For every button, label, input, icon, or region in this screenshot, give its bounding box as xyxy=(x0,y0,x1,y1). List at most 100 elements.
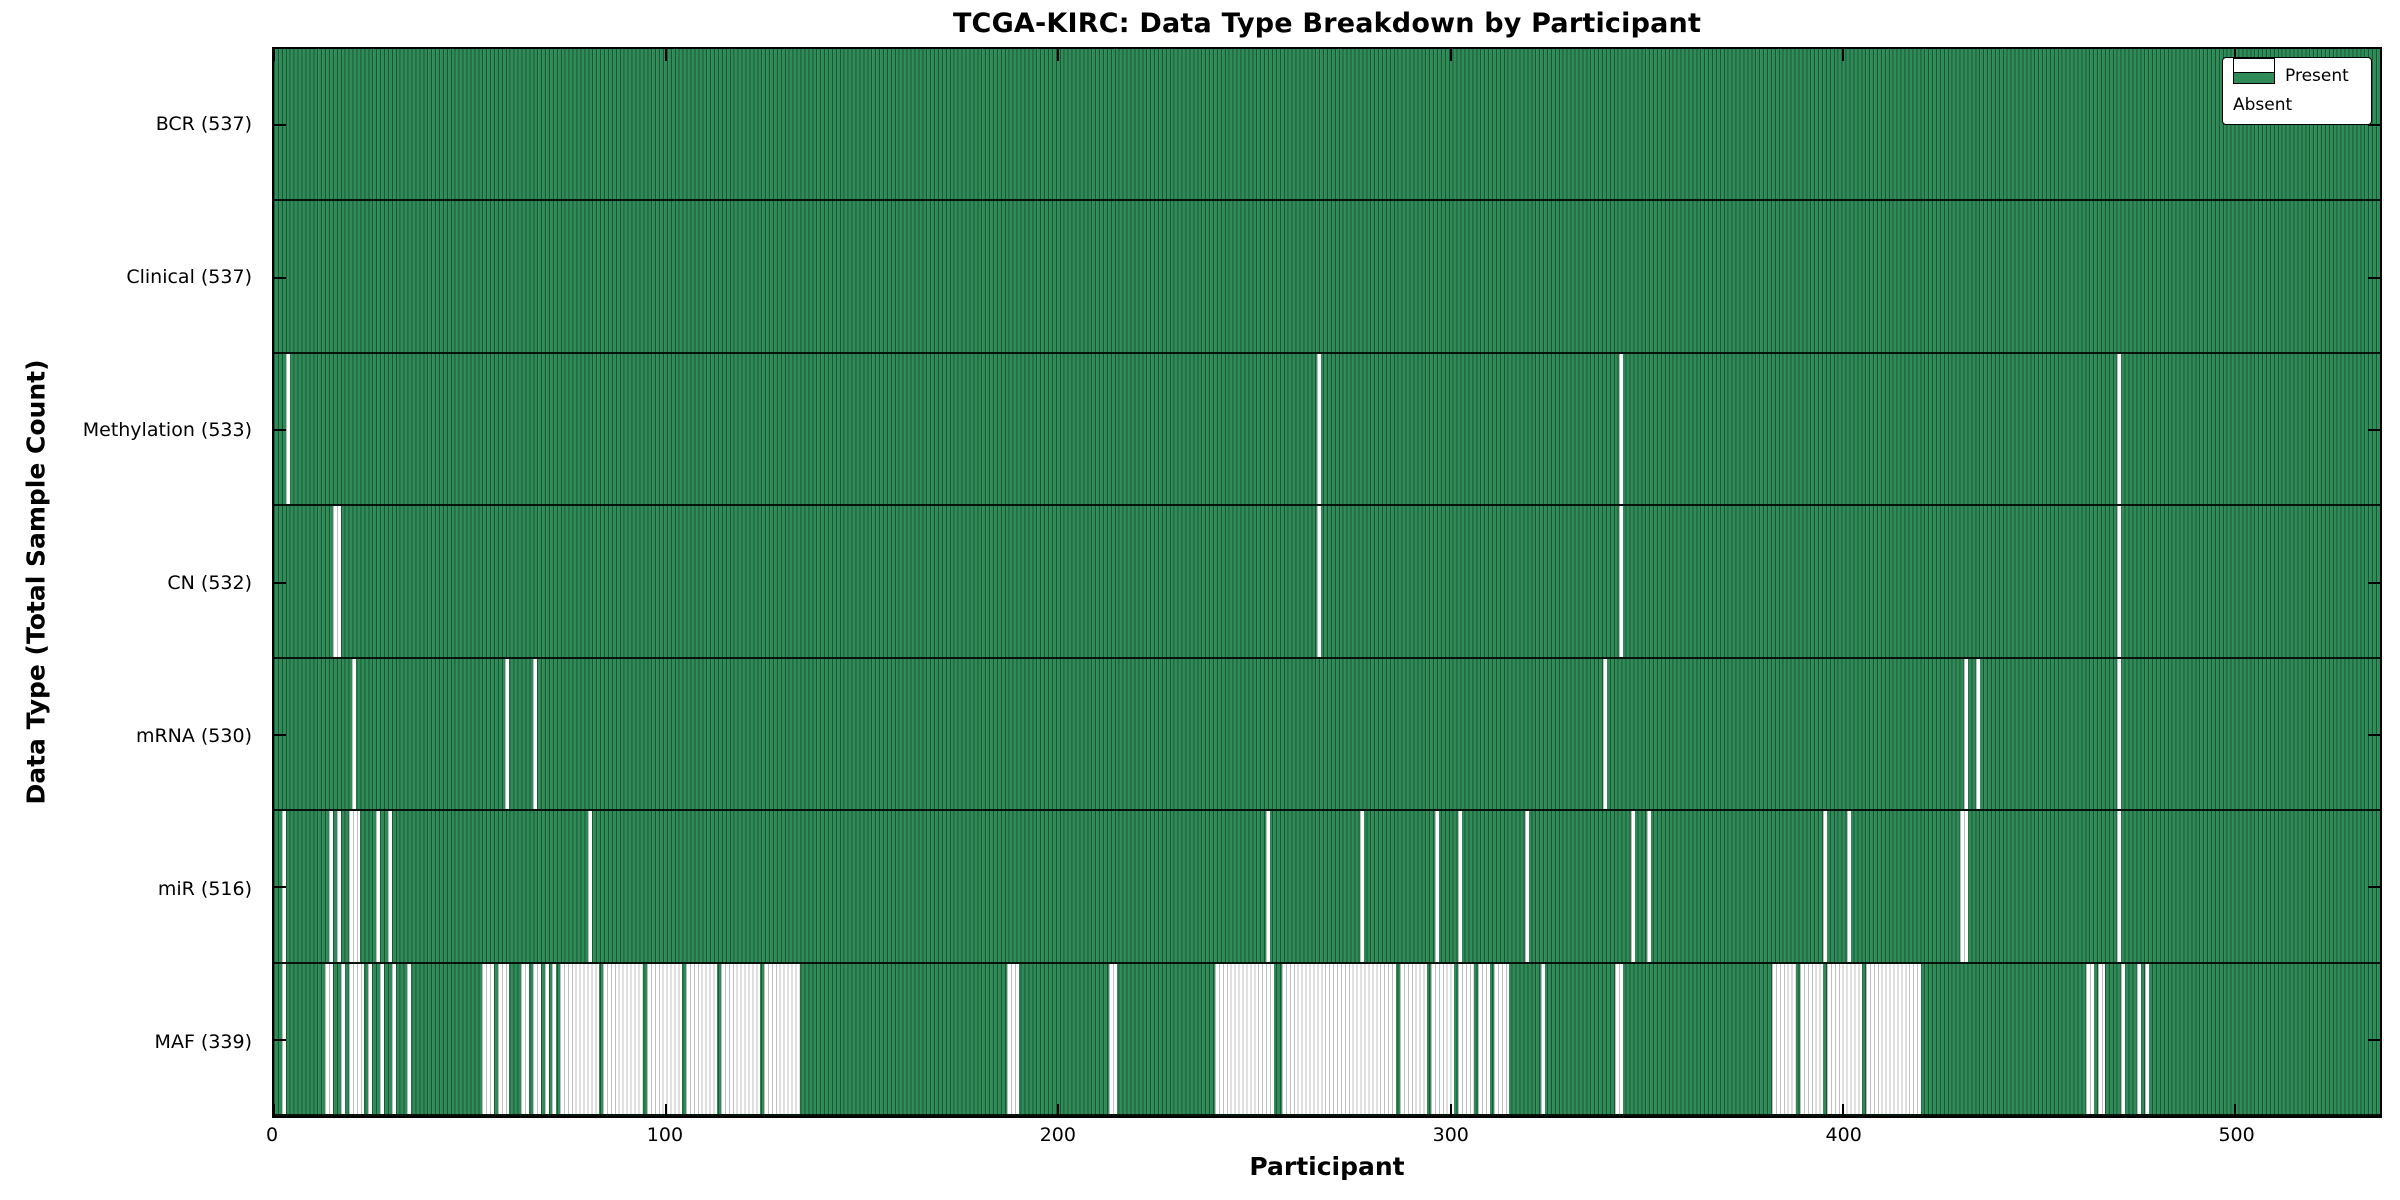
absent-segment xyxy=(685,963,718,1114)
y-tick-mark xyxy=(274,886,286,889)
absent-segment xyxy=(587,811,592,962)
absent-segment xyxy=(348,963,365,1114)
y-tick-mark xyxy=(2368,886,2380,889)
absent-segment xyxy=(340,963,345,1114)
absent-segment xyxy=(1540,963,1545,1114)
y-tick-mark xyxy=(2368,733,2380,736)
chart-title: TCGA-KIRC: Data Type Breakdown by Partic… xyxy=(952,8,1702,39)
x-tick-label: 500 xyxy=(2218,1124,2255,1146)
absent-segment xyxy=(497,963,510,1114)
legend-item-absent: Absent xyxy=(2233,58,2361,114)
y-tick-mark xyxy=(274,124,286,127)
absent-segment xyxy=(1619,506,1624,657)
legend-label: Present xyxy=(2285,66,2349,86)
absent-segment xyxy=(532,658,537,810)
absent-segment xyxy=(2121,963,2126,1114)
x-tick-mark xyxy=(1841,1104,1844,1116)
absent-segment xyxy=(1458,811,1463,962)
absent-segment xyxy=(1317,353,1322,505)
y-tick-mark xyxy=(2368,429,2380,432)
absent-segment xyxy=(1619,353,1624,505)
absent-segment xyxy=(391,963,396,1114)
x-tick-mark xyxy=(2233,1104,2236,1116)
row-maf xyxy=(274,963,2380,1116)
absent-segment xyxy=(1964,658,1969,810)
x-tick-label: 0 xyxy=(265,1124,279,1146)
row-mrna xyxy=(274,658,2380,812)
y-tick-mark xyxy=(274,581,286,584)
x-tick-mark xyxy=(1057,1104,1060,1116)
y-tick-mark xyxy=(274,1038,286,1041)
absent-segment xyxy=(505,658,510,810)
absent-segment xyxy=(368,963,373,1114)
absent-segment xyxy=(407,963,412,1114)
x-tick-mark xyxy=(1449,1104,1452,1116)
absent-segment xyxy=(646,963,682,1114)
absent-segment xyxy=(2136,963,2141,1114)
row-clinical xyxy=(274,201,2380,354)
absent-segment xyxy=(2117,811,2122,962)
absent-segment xyxy=(379,963,384,1114)
row-bcr xyxy=(274,49,2380,202)
y-tick-label-clinical: Clinical (537) xyxy=(126,265,252,288)
absent-segment xyxy=(544,963,549,1114)
x-tick-label: 300 xyxy=(1432,1124,1469,1146)
y-tick-mark xyxy=(2368,1038,2380,1041)
y-tick-label-mrna: mRNA (530) xyxy=(135,724,252,747)
absent-segment xyxy=(1772,963,1796,1114)
absent-segment xyxy=(1799,963,1824,1114)
absent-segment xyxy=(1360,811,1365,962)
absent-segment xyxy=(352,658,357,810)
absent-segment xyxy=(1430,963,1455,1114)
absent-segment xyxy=(603,963,643,1114)
absent-segment xyxy=(2085,963,2094,1114)
absent-segment xyxy=(1458,963,1475,1114)
x-axis-label: Participant xyxy=(1249,1152,1405,1181)
absent-segment xyxy=(328,811,333,962)
absent-segment xyxy=(532,963,541,1114)
y-tick-label-cn: CN (532) xyxy=(167,571,252,594)
absent-segment xyxy=(332,506,341,657)
absent-segment xyxy=(1434,811,1439,962)
absent-segment xyxy=(285,353,290,505)
absent-segment xyxy=(281,963,286,1114)
absent-segment xyxy=(1646,811,1651,962)
x-tick-label: 100 xyxy=(646,1124,684,1146)
absent-segment xyxy=(348,811,361,962)
x-tick-mark xyxy=(2233,49,2236,61)
x-tick-mark xyxy=(274,1104,275,1116)
legend: Present Absent xyxy=(2222,57,2372,125)
absent-swatch-icon xyxy=(2233,58,2275,73)
absent-segment xyxy=(552,963,557,1114)
absent-segment xyxy=(1317,506,1322,657)
absent-segment xyxy=(336,811,341,962)
plot-area xyxy=(272,47,2382,1118)
absent-segment xyxy=(1615,963,1624,1114)
absent-segment xyxy=(387,811,392,962)
absent-segment xyxy=(2097,963,2106,1114)
absent-segment xyxy=(721,963,761,1114)
y-tick-mark xyxy=(274,276,286,279)
y-tick-mark xyxy=(274,429,286,432)
absent-segment xyxy=(764,963,800,1114)
absent-segment xyxy=(1525,811,1529,962)
absent-segment xyxy=(1281,963,1396,1114)
absent-segment xyxy=(2117,353,2122,505)
absent-segment xyxy=(521,963,529,1114)
absent-segment xyxy=(2117,658,2122,810)
x-tick-label: 200 xyxy=(1039,1124,1076,1146)
absent-segment xyxy=(1215,963,1275,1114)
absent-segment xyxy=(2144,963,2149,1114)
absent-segment xyxy=(1866,963,1922,1114)
absent-segment xyxy=(1846,811,1851,962)
absent-segment xyxy=(1109,963,1118,1114)
absent-segment xyxy=(1823,811,1827,962)
absent-segment xyxy=(1399,963,1427,1114)
absent-segment xyxy=(1493,963,1510,1114)
absent-segment xyxy=(1630,811,1635,962)
absent-segment xyxy=(1477,963,1490,1114)
absent-segment xyxy=(1266,811,1271,962)
y-tick-mark xyxy=(2368,581,2380,584)
absent-segment xyxy=(1007,963,1020,1114)
